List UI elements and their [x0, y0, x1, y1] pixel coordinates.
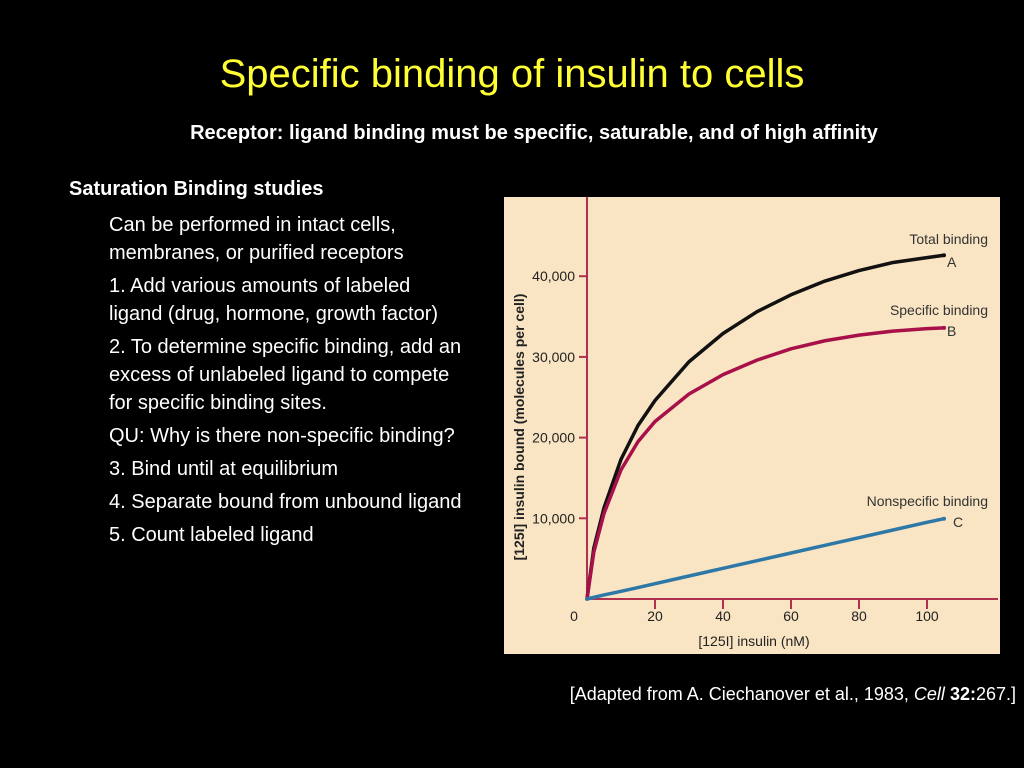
binding-chart: [125I] insulin bound (molecules per cell…: [504, 197, 1000, 654]
series-point: [942, 325, 946, 330]
x-tick-label: 60: [783, 608, 799, 624]
series-label: Nonspecific binding: [867, 493, 988, 509]
series-line: [585, 326, 946, 601]
x-axis-label: [125I] insulin (nM): [698, 633, 809, 649]
series-line: [585, 516, 946, 601]
bullet-item: 5. Count labeled ligand: [109, 524, 314, 546]
y-tick-label: 20,000: [532, 430, 575, 446]
series-point: [942, 253, 946, 258]
slide-title: Specific binding of insulin to cells: [219, 52, 805, 96]
series-line: [585, 253, 946, 601]
y-tick-label: 10,000: [532, 510, 575, 526]
series-point: [942, 516, 946, 521]
bullet-item: 4. Separate bound from unbound ligand: [109, 491, 462, 513]
y-tick-label: 40,000: [532, 268, 575, 284]
series-marker-label: C: [953, 514, 963, 530]
caption-prefix: [Adapted from A. Ciechanover et al., 198…: [569, 684, 914, 704]
bullet-item: 2. To determine specific binding, add an…: [109, 336, 462, 414]
y-axis-label: [125I] insulin bound (molecules per cell…: [511, 294, 527, 561]
bullet-item: 1. Add various amounts of labeled ligand…: [109, 275, 439, 325]
caption-journal: Cell: [913, 684, 945, 704]
slide-subtitle: Receptor: ligand binding must be specifi…: [190, 122, 878, 144]
bullet-list: Can be performed in intact cells, membra…: [109, 211, 469, 554]
series-marker-label: B: [947, 323, 956, 339]
y-tick-label: 30,000: [532, 349, 575, 365]
source-caption: [Adapted from A. Ciechanover et al., 198…: [570, 684, 1016, 705]
caption-suffix: 267.]: [975, 684, 1016, 704]
series-label: Total binding: [909, 231, 988, 247]
x-tick-label: 80: [851, 608, 867, 624]
caption-volume: 32:: [949, 684, 976, 704]
bullet-item: Can be performed in intact cells, membra…: [109, 214, 404, 264]
bullet-item: QU: Why is there non-specific binding?: [109, 425, 455, 447]
y-tick-label: 0: [570, 608, 578, 624]
x-tick-label: 100: [915, 608, 939, 624]
series-marker-label: A: [947, 254, 957, 270]
section-heading: Saturation Binding studies: [69, 178, 324, 200]
series-label: Specific binding: [890, 302, 988, 318]
binding-chart-svg: [125I] insulin bound (molecules per cell…: [511, 197, 998, 649]
x-tick-label: 40: [715, 608, 731, 624]
x-tick-label: 20: [647, 608, 663, 624]
bullet-item: 3. Bind until at equilibrium: [109, 458, 339, 480]
